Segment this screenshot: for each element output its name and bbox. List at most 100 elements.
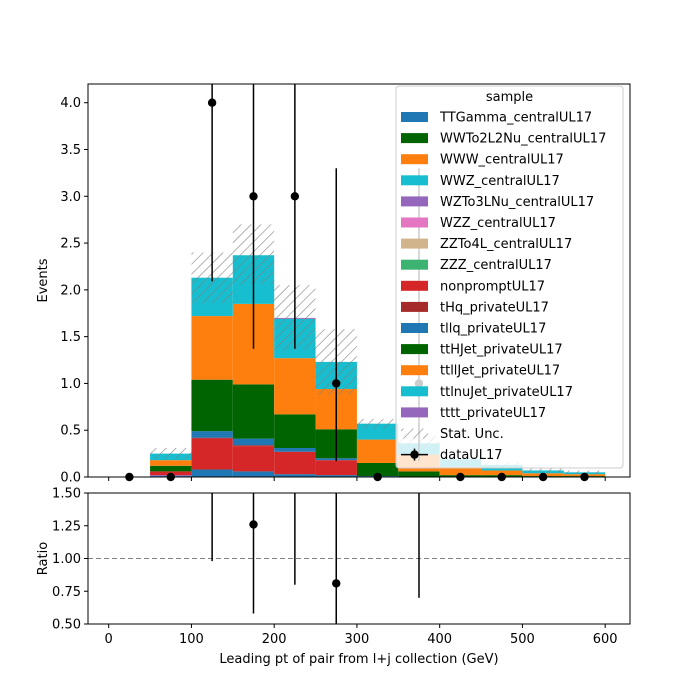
bar-segment bbox=[274, 451, 316, 475]
bar-segment bbox=[274, 474, 316, 477]
legend-entry: WZZ_centralUL17 bbox=[401, 216, 556, 231]
legend-label: WWW_centralUL17 bbox=[440, 153, 564, 168]
legend-swatch bbox=[401, 259, 428, 270]
bar-segment bbox=[191, 437, 233, 439]
legend-swatch bbox=[401, 365, 428, 376]
bar-segment bbox=[481, 470, 523, 476]
legend-label: nonpromptUL17 bbox=[440, 279, 545, 294]
legend-box bbox=[395, 85, 624, 469]
y-tick-label: 2.0 bbox=[60, 283, 81, 298]
legend-entry: tHq_privateUL17 bbox=[401, 300, 549, 315]
legend-title: sample bbox=[486, 90, 533, 105]
bar-segment bbox=[232, 438, 275, 446]
stat-unc-box bbox=[150, 447, 192, 460]
y-tick-label: 0.0 bbox=[60, 471, 81, 486]
legend-label: TTGamma_centralUL17 bbox=[439, 111, 592, 126]
legend-entry: ttHJet_privateUL17 bbox=[401, 343, 563, 358]
y-tick-label: 0.50 bbox=[52, 618, 81, 633]
main-panel: 0.0 0.5 1.0 1.5 2.0 2.5 3.0 3.5 4.0 Events bbox=[36, 83, 631, 486]
legend-entry: dataUL17 bbox=[401, 448, 503, 463]
legend-entry: ZZTo4L_centralUL17 bbox=[401, 237, 572, 252]
x-tick-label: 0 bbox=[105, 632, 113, 647]
bar-segment bbox=[150, 460, 192, 466]
legend-marker-point bbox=[410, 450, 419, 459]
legend-swatch bbox=[401, 175, 428, 186]
legend-label: WZZ_centralUL17 bbox=[440, 216, 556, 231]
bar-segment bbox=[191, 379, 233, 432]
legend-label: tttt_privateUL17 bbox=[440, 406, 546, 421]
bar-segment bbox=[232, 384, 275, 439]
y-tick-label: 1.5 bbox=[60, 330, 81, 345]
ratio-point bbox=[249, 520, 258, 529]
ratio-points bbox=[211, 493, 420, 624]
ratio-x-ticks: 0 100 200 300 400 500 600 bbox=[105, 624, 618, 647]
stat-unc-box bbox=[356, 418, 399, 429]
legend-entry: TTGamma_centralUL17 bbox=[401, 111, 592, 126]
legend-swatch bbox=[401, 133, 428, 144]
bar-segment bbox=[274, 414, 316, 448]
y-tick-label: 4.0 bbox=[60, 96, 81, 111]
legend-swatch bbox=[401, 344, 428, 355]
main-axes-frame bbox=[87, 83, 631, 478]
stat-unc-box bbox=[563, 470, 606, 475]
bar-segment bbox=[398, 471, 440, 477]
x-tick-label: 400 bbox=[427, 632, 452, 647]
bar-segment bbox=[150, 465, 192, 472]
ratio-y-ticks: 0.50 0.75 1.00 1.25 1.50 bbox=[52, 487, 88, 633]
main-y-ticks: 0.0 0.5 1.0 1.5 2.0 2.5 3.0 3.5 4.0 bbox=[60, 96, 88, 486]
bar-segment bbox=[191, 431, 233, 438]
y-tick-label: 1.0 bbox=[60, 377, 81, 392]
legend-label: ZZZ_centralUL17 bbox=[440, 258, 552, 273]
legend-entry: nonpromptUL17 bbox=[401, 279, 545, 294]
legend-label: ttHJet_privateUL17 bbox=[440, 343, 563, 358]
data-point bbox=[207, 98, 217, 107]
bar-segment bbox=[439, 466, 482, 476]
x-tick-label: 200 bbox=[262, 632, 287, 647]
legend-swatch bbox=[401, 428, 428, 439]
legend-label: tHq_privateUL17 bbox=[440, 300, 549, 315]
legend-entry: ZZZ_centralUL17 bbox=[401, 258, 552, 273]
y-tick-label: 3.5 bbox=[60, 143, 81, 158]
bar-segment bbox=[274, 358, 316, 415]
y-tick-label: 1.50 bbox=[52, 487, 81, 502]
ratio-point bbox=[332, 579, 341, 588]
legend-label: tllq_privateUL17 bbox=[440, 322, 546, 337]
y-tick-label: 0.75 bbox=[52, 585, 81, 600]
bar-segment bbox=[356, 439, 399, 463]
y-axis-label: Ratio bbox=[36, 542, 51, 575]
legend-entry: WWTo2L2Nu_centralUL17 bbox=[401, 132, 606, 147]
legend-swatch bbox=[401, 154, 428, 165]
legend-label: WWZ_centralUL17 bbox=[440, 174, 560, 189]
legend-label: WWTo2L2Nu_centralUL17 bbox=[440, 132, 606, 147]
legend-swatch bbox=[401, 217, 428, 228]
legend-entry: WWW_centralUL17 bbox=[401, 153, 564, 168]
legend-entry: tllq_privateUL17 bbox=[401, 322, 546, 337]
x-axis-label: Leading pt of pair from l+j collection (… bbox=[219, 652, 498, 667]
legend-label: WZTo3LNu_centralUL17 bbox=[440, 195, 594, 210]
legend-entry: ttlnuJet_privateUL17 bbox=[401, 385, 573, 400]
legend-label: ZZTo4L_centralUL17 bbox=[440, 237, 572, 252]
stat-unc-box bbox=[522, 468, 564, 473]
legend-swatch bbox=[401, 196, 428, 207]
bar-segment bbox=[191, 438, 233, 470]
bar-segment bbox=[232, 445, 275, 447]
bar-segment bbox=[274, 447, 316, 452]
legend-label: ttllJet_privateUL17 bbox=[440, 364, 560, 379]
legend-entry: WZTo3LNu_centralUL17 bbox=[401, 195, 594, 210]
y-tick-label: 0.5 bbox=[60, 424, 81, 439]
bar-segment bbox=[232, 471, 275, 477]
legend-entry: Stat. Unc. bbox=[401, 427, 504, 442]
y-tick-label: 1.00 bbox=[52, 552, 81, 567]
ratio-panel: 0.50 0.75 1.00 1.25 1.50 0 100 200 300 400 500 600 R… bbox=[36, 487, 631, 667]
x-tick-label: 600 bbox=[593, 632, 618, 647]
data-point bbox=[332, 379, 341, 388]
x-tick-label: 500 bbox=[510, 632, 535, 647]
bar-segment bbox=[232, 446, 275, 472]
bar-segment bbox=[315, 475, 357, 477]
data-point bbox=[249, 192, 258, 201]
legend-entry: WWZ_centralUL17 bbox=[401, 174, 560, 189]
legend-swatch bbox=[401, 238, 428, 249]
legend-entry: tttt_privateUL17 bbox=[401, 406, 546, 421]
